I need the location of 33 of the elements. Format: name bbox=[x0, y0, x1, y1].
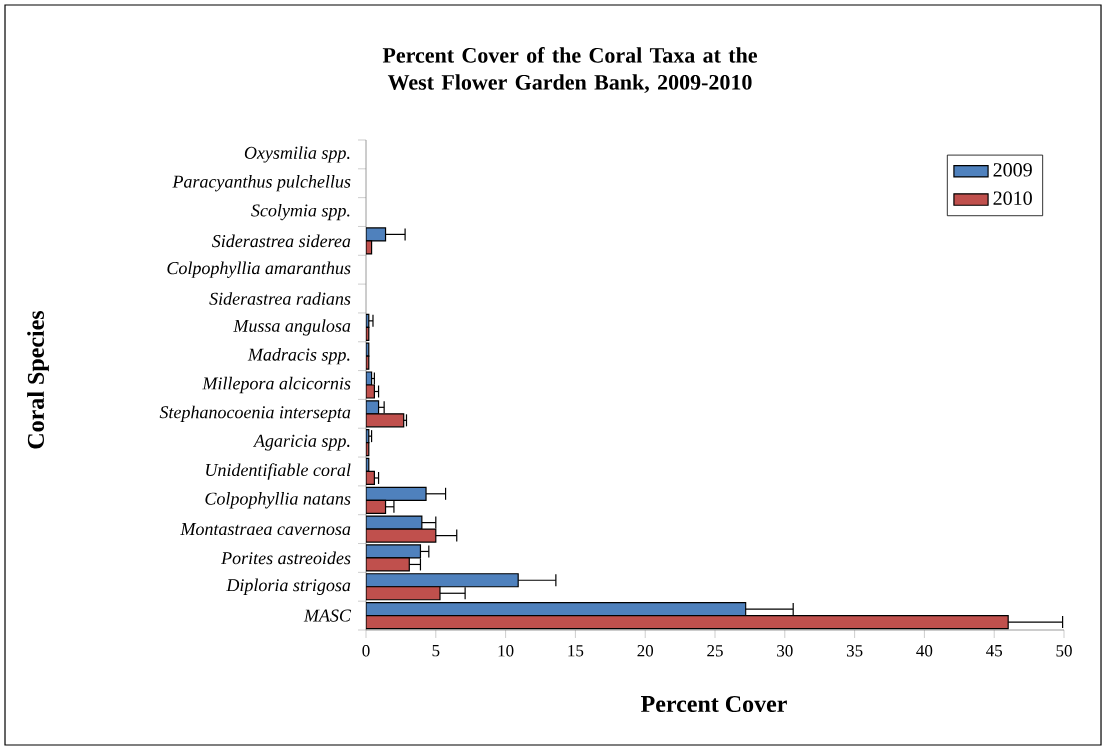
x-tick-label: 10 bbox=[498, 645, 514, 657]
y-tick-label: Agaricia spp. bbox=[252, 434, 350, 451]
y-tick-label: Montastraea cavernosa bbox=[180, 523, 351, 536]
x-tick-label: 35 bbox=[846, 645, 863, 657]
y-tick-label: Unidentifiable coral bbox=[206, 463, 351, 480]
x-tick-label: 30 bbox=[777, 645, 793, 657]
y-tick-label: MASC bbox=[303, 609, 352, 622]
x-tick-label: 0 bbox=[362, 645, 370, 657]
legend-label: 2010 bbox=[993, 191, 1032, 205]
y-tick-label: Oxysmilia spp. bbox=[244, 146, 350, 163]
x-tick-label: 25 bbox=[707, 645, 723, 657]
chart-title: Percent Cover of the Coral Taxa at the West Flower Garden Bank, 2009-2010 bbox=[382, 47, 758, 93]
x-tick-label: 20 bbox=[637, 645, 654, 657]
x-axis-title: Percent Cover bbox=[641, 695, 787, 713]
y-tick-label: Stephanocoenia intersepta bbox=[159, 405, 351, 422]
legend-label: 2009 bbox=[993, 163, 1032, 177]
x-tick-label: 45 bbox=[986, 645, 1003, 657]
y-tick-label: Porites astreoides bbox=[221, 551, 351, 565]
x-tick-label: 5 bbox=[432, 645, 440, 657]
y-tick-label: Colpophyllia natans bbox=[205, 492, 351, 509]
y-tick-label: Madracis spp. bbox=[247, 348, 350, 365]
y-tick-label: Siderastrea siderea bbox=[212, 234, 351, 248]
y-tick-label: Siderastrea radians bbox=[209, 292, 351, 305]
x-tick-label: 40 bbox=[916, 645, 933, 657]
y-axis-title: Coral Species bbox=[27, 310, 49, 449]
x-tick-label: 15 bbox=[568, 645, 584, 657]
y-tick-label: Colpophyllia amaranthus bbox=[167, 261, 351, 278]
y-tick-label: Millepora alcicornis bbox=[202, 376, 351, 394]
x-tick-label: 50 bbox=[1056, 645, 1072, 657]
y-tick-label: Paracyanthus pulchellus bbox=[172, 175, 351, 192]
y-tick-label: Diploria strigosa bbox=[226, 578, 351, 595]
y-tick-label: Mussa angulosa bbox=[233, 319, 351, 336]
y-tick-label: Scolymia spp. bbox=[251, 203, 350, 221]
